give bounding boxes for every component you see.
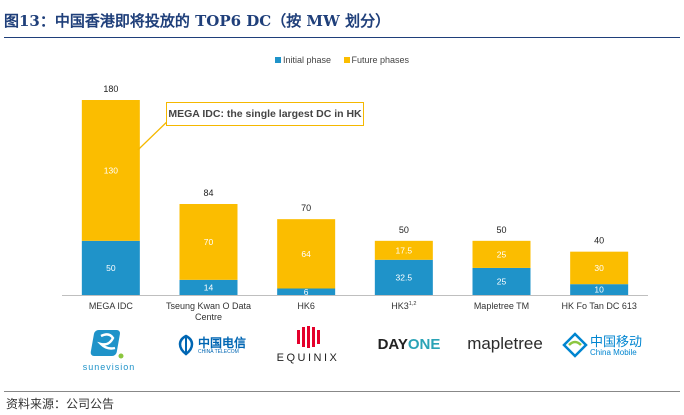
bar-future-4	[472, 240, 531, 268]
data-label-initial-1: 14	[204, 282, 214, 292]
callout-box: MEGA IDC: the single largest DC in HK	[166, 102, 364, 126]
total-label-0: 180	[103, 84, 118, 94]
data-label-initial-3: 32.5	[396, 272, 413, 282]
legend-item-initial: Initial phase	[274, 55, 331, 65]
bar-future-0	[81, 100, 140, 241]
china-telecom-cn: 中国电信	[198, 336, 247, 350]
china-mobile-cn: 中国移动	[590, 334, 643, 349]
total-label-4: 50	[496, 225, 506, 235]
category-label-3: HK31,2	[391, 301, 416, 311]
legend-label-future: Future phases	[351, 55, 410, 65]
china-mobile-logo: 中国移动 China Mobile	[560, 328, 644, 364]
category-label-0: MEGA IDC	[89, 301, 134, 311]
china-telecom-en: CHINA TELECOM	[198, 349, 239, 355]
bar-future-3	[374, 240, 433, 260]
data-label-initial-2: 6	[304, 287, 309, 297]
bar-initial-4	[472, 267, 531, 295]
category-label-1-line1: Centre	[195, 312, 222, 322]
equinix-wordmark: EQUINIX	[276, 352, 340, 364]
category-superscript-3: 1,2	[409, 301, 417, 307]
data-label-future-2: 64	[301, 249, 311, 259]
equinix-logo: EQUINIX	[272, 326, 344, 370]
category-label-1: Tseung Kwan O Data	[166, 301, 251, 311]
dayone-one: ONE	[407, 336, 441, 353]
data-label-future-5: 30	[594, 263, 604, 273]
bar-future-5	[570, 251, 629, 285]
sunevision-logo: sunevision	[78, 328, 140, 374]
figure-title: 图13：中国香港即将投放的 TOP6 DC（按 MW 划分）	[4, 12, 391, 30]
source-note: 资料来源：公司公告	[6, 397, 115, 411]
data-label-initial-4: 25	[497, 276, 507, 286]
mapletree-wordmark: mapletree	[467, 334, 543, 353]
total-label-5: 40	[594, 236, 604, 246]
mapletree-logo: mapletree	[466, 334, 544, 358]
data-label-future-4: 25	[497, 249, 507, 259]
china-mobile-en: China Mobile	[590, 348, 637, 357]
legend-swatch-initial	[274, 57, 281, 63]
legend-label-initial: Initial phase	[282, 55, 331, 65]
equinix-logo-mark	[297, 326, 320, 348]
bar-initial-0	[81, 240, 140, 295]
data-label-future-1: 70	[204, 237, 214, 247]
data-label-initial-5: 10	[594, 285, 604, 295]
callout-connector	[137, 120, 170, 151]
bar-initial-5	[570, 284, 629, 295]
bar-future-1	[179, 204, 238, 280]
china-telecom-logo: 中国电信 CHINA TELECOM	[172, 332, 252, 358]
data-label-future-0: 130	[104, 165, 118, 175]
china-telecom-logo-mark	[178, 334, 194, 356]
footer-rule	[4, 391, 680, 392]
total-label-3: 50	[399, 225, 409, 235]
bar-future-2	[277, 219, 336, 289]
dayone-day: DAY	[377, 336, 408, 353]
title-rule	[4, 37, 680, 38]
data-label-initial-0: 50	[106, 263, 116, 273]
legend-item-future: Future phases	[343, 55, 410, 65]
legend-swatch-future	[343, 57, 350, 63]
data-label-future-3: 17.5	[396, 245, 413, 255]
category-label-4: Mapletree TM	[474, 301, 529, 311]
dayone-logo: DAYONE	[374, 336, 444, 358]
total-label-2: 70	[301, 203, 311, 213]
chart-legend: Initial phase Future phases	[0, 55, 684, 65]
sunevision-logo-mark	[90, 330, 124, 359]
category-label-5: HK Fo Tan DC 613	[561, 301, 636, 311]
bar-initial-2	[277, 288, 336, 295]
bar-initial-1	[179, 279, 238, 295]
bar-initial-3	[374, 259, 433, 295]
category-label-2: HK6	[297, 301, 315, 311]
china-mobile-logo-mark	[562, 332, 588, 358]
total-label-1: 84	[203, 188, 213, 198]
sunevision-wordmark: sunevision	[82, 362, 136, 372]
